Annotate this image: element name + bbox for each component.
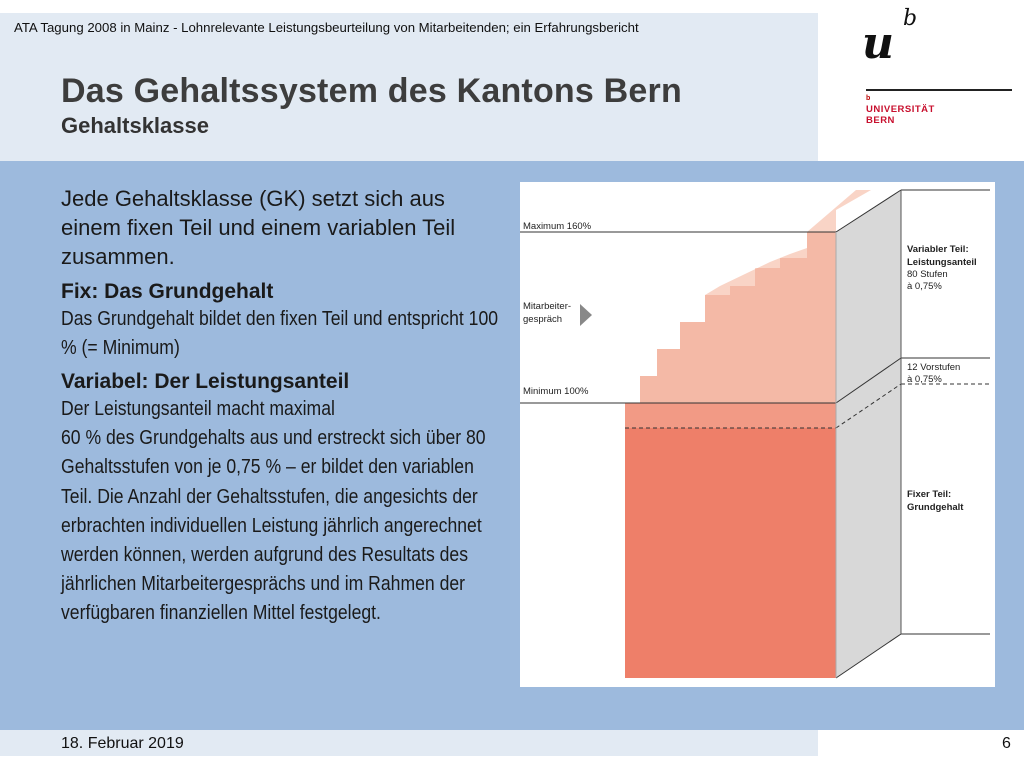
logo-small-b: b xyxy=(866,95,871,102)
footer-band xyxy=(0,730,818,756)
fixed-dashed-perspective xyxy=(835,383,902,429)
variable-staircase xyxy=(625,232,836,428)
label-minimum: Minimum 100% xyxy=(523,386,589,397)
fix-heading: Fix: Das Grundgehalt xyxy=(61,280,274,303)
arrow-right-icon xyxy=(580,304,592,326)
university-name: UNIVERSITÄT BERN xyxy=(866,104,935,126)
page-number: 6 xyxy=(1002,735,1011,752)
label-vorstufen-1: 12 Vorstufen xyxy=(907,362,960,373)
side-panel xyxy=(836,190,901,678)
label-variabler-3: 80 Stufen xyxy=(907,269,948,280)
label-fixer-1: Fixer Teil: xyxy=(907,489,951,500)
label-variabler-4: à 0,75% xyxy=(907,281,942,292)
event-line: ATA Tagung 2008 in Mainz - Lohnrelevante… xyxy=(14,20,639,35)
university-name-line2: BERN xyxy=(866,115,895,126)
footer-date: 18. Februar 2019 xyxy=(61,735,184,752)
university-logo-u: u xyxy=(862,18,894,69)
salary-diagram-svg: Maximum 160% Minimum 100% Mitarbeiter- g… xyxy=(520,189,990,679)
page-title: Das Gehaltssystem des Kantons Bern xyxy=(61,72,682,110)
min-perspective-line xyxy=(835,357,902,404)
fixed-block xyxy=(625,428,836,678)
fix-text: Das Grundgehalt bildet den fixen Teil un… xyxy=(61,308,499,359)
label-variabler-2: Leistungsanteil xyxy=(907,257,977,268)
variable-text: Der Leistungsanteil macht maximal 60 % d… xyxy=(61,398,486,625)
logo-area xyxy=(818,0,1024,161)
label-variabler-1: Variabler Teil: xyxy=(907,244,969,255)
max-perspective-line xyxy=(835,189,902,233)
salary-diagram: Maximum 160% Minimum 100% Mitarbeiter- g… xyxy=(520,182,995,687)
lead-paragraph: Jede Gehaltsklasse (GK) setzt sich aus e… xyxy=(61,186,456,269)
pre-steps-band xyxy=(625,403,836,428)
university-logo-b: b xyxy=(903,6,918,31)
step-accent xyxy=(705,248,807,295)
label-fixer-2: Grundgehalt xyxy=(907,502,964,513)
label-mitarbeiter-1: Mitarbeiter- xyxy=(523,301,571,312)
label-vorstufen-2: à 0,75% xyxy=(907,374,942,385)
header-band xyxy=(0,13,818,161)
label-maximum: Maximum 160% xyxy=(523,221,592,232)
university-name-line1: UNIVERSITÄT xyxy=(866,104,935,115)
page-subtitle: Gehaltsklasse xyxy=(61,113,209,138)
variable-heading: Variabel: Der Leistungsanteil xyxy=(61,370,350,393)
base-perspective-line xyxy=(835,633,902,679)
logo-divider xyxy=(866,89,1012,91)
light-top-wedge xyxy=(807,190,871,232)
body-text: Jede Gehaltsklasse (GK) setzt sich aus e… xyxy=(61,184,506,629)
label-mitarbeiter-2: gespräch xyxy=(523,314,562,325)
